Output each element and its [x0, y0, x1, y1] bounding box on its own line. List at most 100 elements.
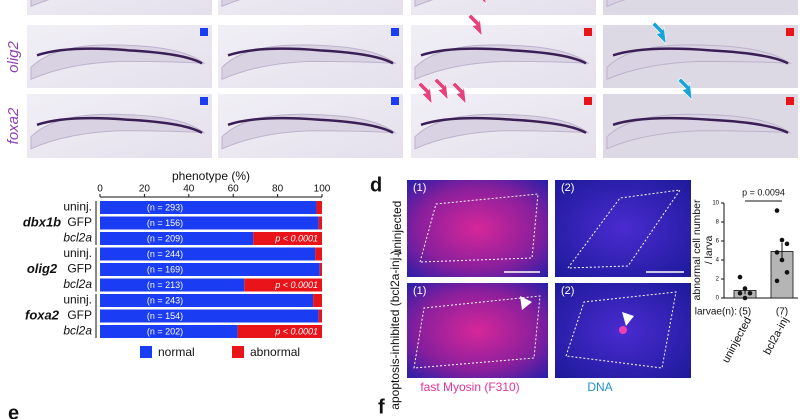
- condition-marker: [200, 97, 208, 105]
- n-label: (n = 244): [147, 249, 183, 259]
- category-label: bcl2a: [63, 324, 92, 338]
- arrow: [481, 0, 487, 5]
- category-label: uninj.: [63, 200, 92, 214]
- category-label: GFP: [67, 215, 92, 229]
- data-point: [737, 274, 743, 280]
- data-point: [784, 270, 790, 275]
- data-point: [737, 290, 743, 296]
- data-point: [784, 241, 790, 247]
- y-tick-label: 4: [716, 258, 720, 264]
- bar-segment: [316, 201, 322, 214]
- condition-marker: [786, 97, 794, 105]
- row-label: apoptosis-inhibited (bcl2a-inj.): [388, 250, 402, 409]
- y-tick-label: 0: [716, 296, 720, 302]
- larva-image: [603, 0, 798, 15]
- x-tick-label: 40: [183, 184, 195, 195]
- gene-label: foxa2: [5, 107, 22, 144]
- x-tick-label: 80: [272, 184, 284, 195]
- y-tick-label: 2: [716, 277, 720, 283]
- group-label: dbx1b: [23, 214, 61, 229]
- p-value: p = 0.0094: [742, 187, 785, 197]
- n-label: (n = 293): [147, 202, 183, 212]
- condition-marker: [584, 97, 592, 105]
- larva-images: [27, 0, 798, 158]
- larva-body: [221, 0, 241, 8]
- n-label: (5): [739, 307, 751, 318]
- micrograph: [407, 180, 548, 277]
- x-tick-label: uninjected: [720, 315, 754, 365]
- stain-line: [420, 116, 587, 134]
- data-point: [779, 257, 785, 263]
- data-point: [747, 290, 753, 296]
- stain-line: [227, 47, 394, 65]
- category-label: bcl2a: [63, 231, 92, 245]
- gene-label: olig2: [5, 41, 22, 73]
- data-point: [742, 295, 748, 301]
- y-tick-label: 8: [716, 220, 720, 226]
- stain-label: DNA: [587, 380, 612, 394]
- larva-body: [414, 0, 434, 8]
- stain-line: [612, 47, 789, 65]
- larva-body: [606, 0, 626, 8]
- p-label: p < 0.0001: [274, 233, 318, 243]
- row-label: uninjected: [390, 201, 404, 256]
- panel-letter: e: [8, 402, 19, 419]
- roi-outline: [413, 295, 541, 369]
- condition-marker: [786, 28, 794, 36]
- x-tick-label: 60: [228, 184, 240, 195]
- data-point: [779, 237, 785, 243]
- bar-segment: [100, 247, 316, 261]
- category-label: GFP: [67, 308, 92, 322]
- arrow: [433, 77, 449, 101]
- stain-line: [612, 116, 789, 134]
- y-tick-label: 10: [712, 201, 719, 207]
- x-tick-label: 100: [314, 184, 331, 195]
- panel-letter: d: [370, 174, 382, 196]
- n-label: (n = 154): [147, 311, 183, 321]
- stain-label: fast Myosin (F310): [420, 380, 519, 394]
- bar-segment: [100, 294, 314, 307]
- arrowhead: [520, 296, 532, 310]
- micrograph: [555, 180, 691, 277]
- p-label: p < 0.0001: [274, 280, 318, 290]
- bar-segment: [244, 278, 322, 292]
- bar-segment: [318, 216, 322, 230]
- larva-image: [27, 0, 212, 15]
- panel-letter: f: [378, 396, 385, 418]
- arrow: [451, 81, 467, 105]
- image-label: (1): [413, 182, 426, 194]
- bar-segment: [318, 309, 322, 323]
- cell: [619, 326, 627, 334]
- stain-line: [36, 116, 203, 134]
- condition-marker: [391, 97, 399, 105]
- larva-image: [411, 0, 596, 15]
- n-label: (n = 156): [147, 218, 183, 228]
- data-point: [774, 208, 780, 213]
- bar-segment: [100, 216, 319, 230]
- y-axis-label: abnormal cell number: [691, 199, 703, 300]
- legend-label: normal: [158, 345, 195, 359]
- bar-segment: [100, 201, 317, 214]
- x-tick-label: 0: [97, 184, 103, 195]
- condition-marker: [584, 28, 592, 36]
- group-label: olig2: [27, 261, 58, 276]
- arrow: [677, 77, 693, 101]
- category-label: GFP: [67, 262, 92, 276]
- bar-segment: [100, 263, 320, 276]
- arrow: [417, 81, 433, 105]
- bar-segment: [100, 309, 319, 323]
- y-axis-label: / larva: [703, 236, 715, 265]
- stain-line: [36, 47, 203, 65]
- p-label: p < 0.0001: [274, 326, 318, 336]
- n-label: (7): [776, 307, 788, 318]
- n-label: (n = 209): [147, 233, 183, 243]
- data-point: [742, 286, 748, 291]
- group-label: foxa2: [25, 307, 60, 322]
- condition-marker: [391, 28, 399, 36]
- image-label: (1): [413, 285, 426, 297]
- arrow: [467, 13, 483, 37]
- category-label: uninj.: [63, 246, 92, 260]
- bar-segment: [319, 263, 322, 276]
- bar-segment: [100, 325, 238, 338]
